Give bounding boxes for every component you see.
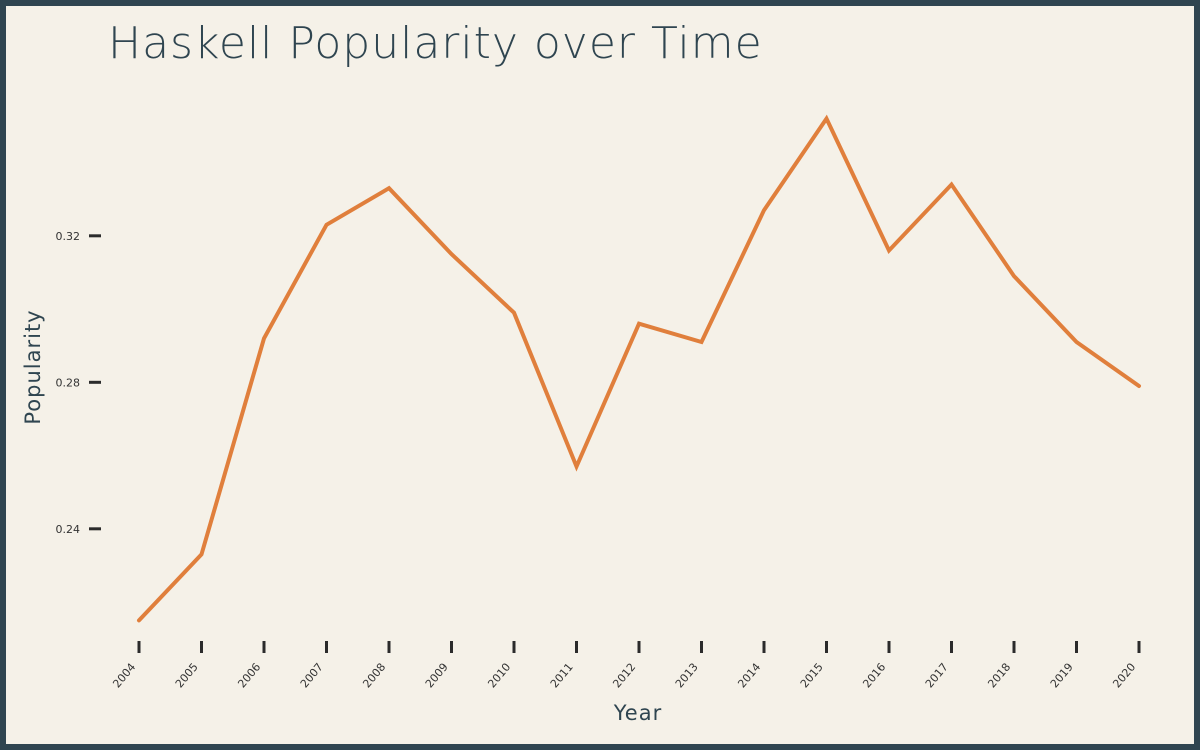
x-tick-label: 2006 xyxy=(235,661,263,691)
x-tick-label: 2016 xyxy=(860,661,888,691)
x-tick-label: 2015 xyxy=(798,661,826,691)
x-tick-label: 2012 xyxy=(610,661,638,691)
series-line xyxy=(137,114,1141,623)
x-tick-label: 2011 xyxy=(548,661,576,691)
x-tick-label: 2017 xyxy=(923,661,951,691)
chart-title: Haskell Popularity over Time xyxy=(108,18,763,69)
x-tick-label: 2013 xyxy=(673,661,701,691)
y-tick-label: 0.28 xyxy=(56,376,81,389)
x-tick-label: 2008 xyxy=(360,661,388,691)
x-tick-label: 2004 xyxy=(110,661,138,691)
x-tick-label: 2019 xyxy=(1048,661,1076,691)
x-tick-label: 2009 xyxy=(423,661,451,691)
series-layer xyxy=(137,114,1141,623)
y-tick-label: 0.32 xyxy=(56,230,81,243)
y-axis: 0.24 0.28 0.32 xyxy=(56,230,101,536)
x-tick-label: 2018 xyxy=(985,661,1013,691)
x-tick-label: 2010 xyxy=(485,661,513,691)
x-tick-label: 2007 xyxy=(298,661,326,691)
x-axis: 2004 2005 2006 2007 2008 2009 2010 2011 2012 2013… xyxy=(110,641,1141,691)
x-tick-label: 2005 xyxy=(173,661,201,691)
y-axis-label: Popularity xyxy=(21,309,45,424)
y-tick-label: 0.24 xyxy=(56,523,81,536)
x-tick-label: 2014 xyxy=(735,661,763,691)
x-tick-label: 2020 xyxy=(1110,661,1138,691)
x-axis-label: Year xyxy=(613,701,662,725)
